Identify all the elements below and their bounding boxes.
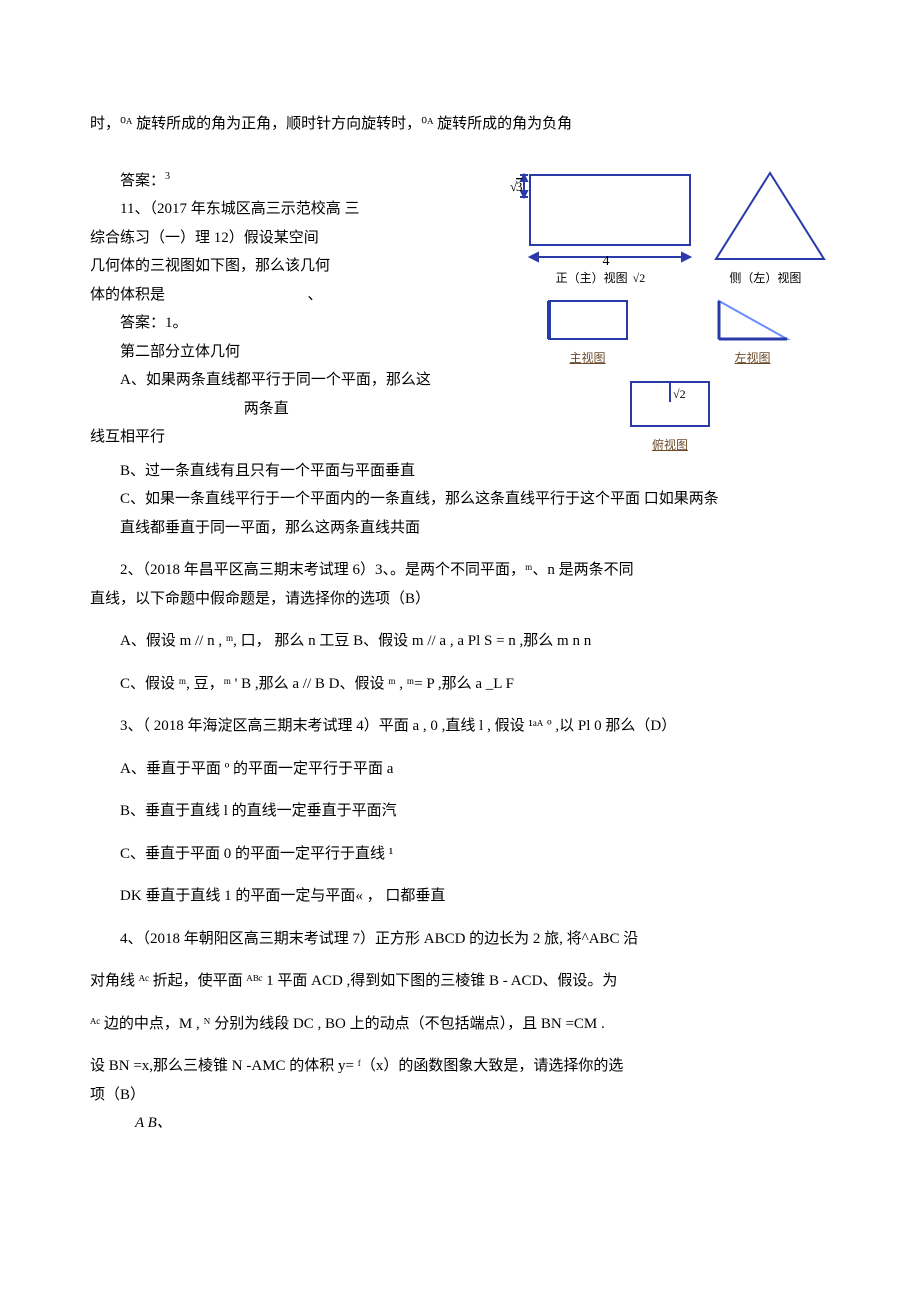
q3-option-c: C、垂直于平面 0 的平面一定平行于直线 ¹	[90, 840, 830, 869]
svg-text:√2: √2	[673, 387, 686, 401]
spacer	[90, 698, 830, 712]
q4-line-c: ᴬᶜ 边的中点，M , ᴺ 分别为线段 DC , BO 上的动点（不包括端点），…	[90, 1010, 830, 1039]
caption-main-view: 正（主）视图 √2	[510, 267, 691, 290]
text: 两条直	[244, 401, 289, 417]
figure-caption-row-1: 正（主）视图 √2 侧（左）视图	[510, 267, 830, 290]
zhushitu-svg	[543, 295, 633, 345]
spacer	[90, 868, 830, 882]
caption-text: 正（主）视图	[556, 271, 628, 285]
spacer	[90, 996, 830, 1010]
option-c2: 直线都垂直于同一平面，那么这两条直线共面	[90, 514, 830, 543]
q3-option-b: B、垂直于直线 l 的直线一定垂直于平面汽	[90, 797, 830, 826]
q4-line: 4、（2018 年朝阳区高三期末考试理 7）正方形 ABCD 的边长为 2 旅,…	[90, 925, 830, 954]
figure-zuoshitu: 左视图	[675, 295, 830, 370]
spacer	[90, 953, 830, 967]
q2-option-a: A、假设 m // n , ᵐ, 口， 那么 n 工豆 B、假设 m // a …	[90, 627, 830, 656]
q3-option-d: DK 垂直于直线 1 的平面一定与平面« ， 口都垂直	[90, 882, 830, 911]
q2-option-c: C、假设 ᵐ, 豆，ᵐ ' B ,那么 a // B D、假设 ᵐ , ᵐ= P…	[90, 670, 830, 699]
q4-line-d: 设 BN =x,那么三棱锥 N -AMC 的体积 y= ᶠ（x）的函数图象大致是…	[90, 1052, 830, 1081]
fushitu-svg: √2	[625, 376, 715, 432]
spacer	[90, 613, 830, 627]
answer-value: 3	[165, 171, 170, 182]
figure-main-view: √ 3 4	[510, 167, 700, 267]
spacer	[90, 741, 830, 755]
text: A、如果两条直线都平行于同一个平面，那么这	[120, 372, 431, 388]
figure-row-1: √ 3 4	[510, 167, 830, 267]
spacer	[90, 139, 830, 153]
body-line: 时，⁰ᴬ 旋转所成的角为正角，顺时针方向旋转时，⁰ᴬ 旋转所成的角为负角	[90, 110, 830, 139]
caption-side-view: 侧（左）视图	[701, 267, 830, 290]
spacer	[90, 826, 830, 840]
spacer	[90, 783, 830, 797]
figure-row-2: 主视图 左视图	[510, 295, 830, 370]
main-view-svg: √ 3 4	[510, 167, 700, 267]
option-b: B、过一条直线有且只有一个平面与平面垂直	[90, 457, 830, 486]
option-c: C、如果一条直线平行于一个平面内的一条直线，那么这条直线平行于这个平面 口如果两…	[90, 485, 830, 514]
spacer	[90, 153, 830, 167]
zuoshitu-svg	[713, 295, 793, 345]
figure-row-3: √2 俯视图	[510, 376, 830, 457]
text: 、	[308, 287, 323, 303]
spacer	[90, 542, 830, 556]
q2-line: 2、（2018 年昌平区高三期末考试理 6）3、。是两个不同平面，ᵐ、n 是两条…	[90, 556, 830, 585]
figure-side-view	[710, 167, 830, 267]
figure-fushitu: √2 俯视图	[625, 376, 715, 457]
q4-line-e: 项（B）	[90, 1081, 830, 1110]
q2-line-b: 直线，以下命题中假命题是，请选择你的选项（B）	[90, 585, 830, 614]
text: 体的体积是	[90, 287, 165, 303]
caption-zuoshitu: 左视图	[734, 347, 770, 370]
option-ab: A B、	[135, 1109, 830, 1138]
figure-zhushitu: 主视图	[510, 295, 665, 370]
caption-zhushitu: 主视图	[569, 347, 605, 370]
spacer	[90, 1038, 830, 1052]
document-page: 时，⁰ᴬ 旋转所成的角为正角，顺时针方向旋转时，⁰ᴬ 旋转所成的角为负角	[0, 0, 920, 1218]
q3-line: 3、（ 2018 年海淀区高三期末考试理 4）平面 a , 0 ,直线 l , …	[90, 712, 830, 741]
answer-label: 答案：	[120, 173, 165, 189]
svg-text:3: 3	[516, 179, 523, 194]
q3-option-a: A、垂直于平面 º 的平面一定平行于平面 a	[90, 755, 830, 784]
svg-text:4: 4	[603, 254, 610, 267]
q4-line-b: 对角线 ᴬᶜ 折起，使平面 ᴬᴮᶜ 1 平面 ACD ,得到如下图的三棱锥 B …	[90, 967, 830, 996]
caption-text: √2	[633, 271, 646, 285]
spacer	[90, 656, 830, 670]
caption-fushitu: 俯视图	[652, 434, 688, 457]
figure-group: √ 3 4 正（主）视图 √2 侧（左）视图	[510, 167, 830, 457]
spacer	[90, 911, 830, 925]
side-view-svg	[710, 167, 830, 267]
